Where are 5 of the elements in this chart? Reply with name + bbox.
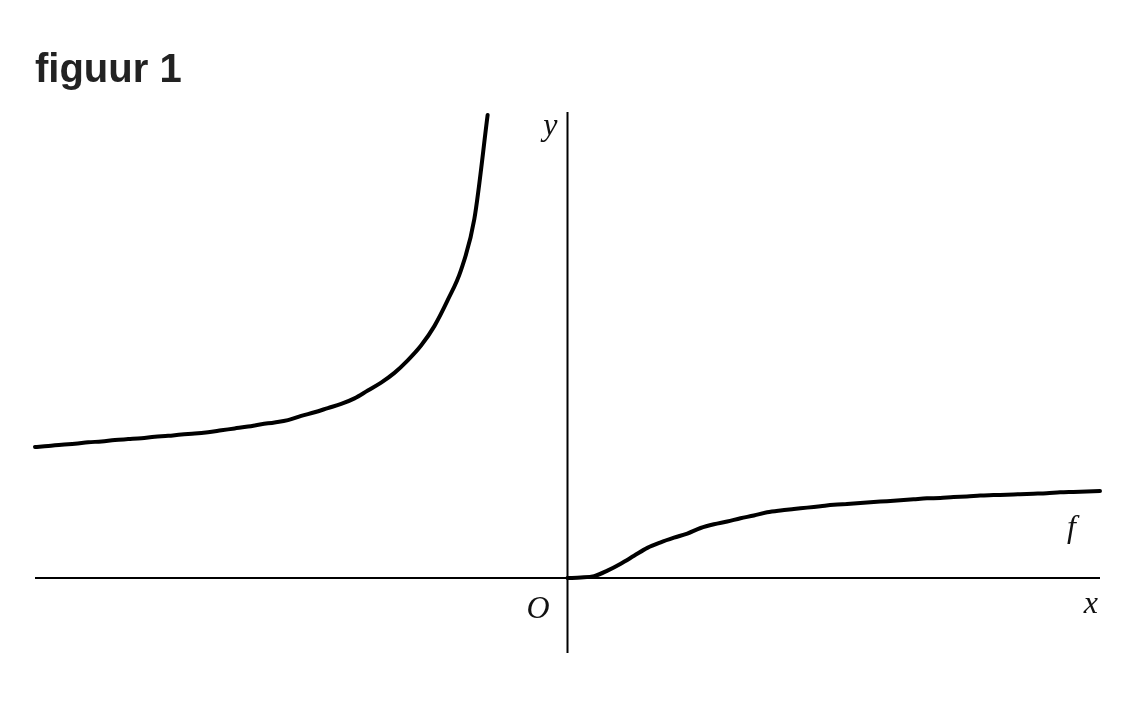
chart-title: figuur 1 — [35, 45, 182, 92]
y-axis-title: y — [540, 106, 559, 143]
x-axis-title: x — [1082, 584, 1098, 621]
text: O — [526, 589, 550, 626]
series-label: f — [1067, 508, 1081, 545]
